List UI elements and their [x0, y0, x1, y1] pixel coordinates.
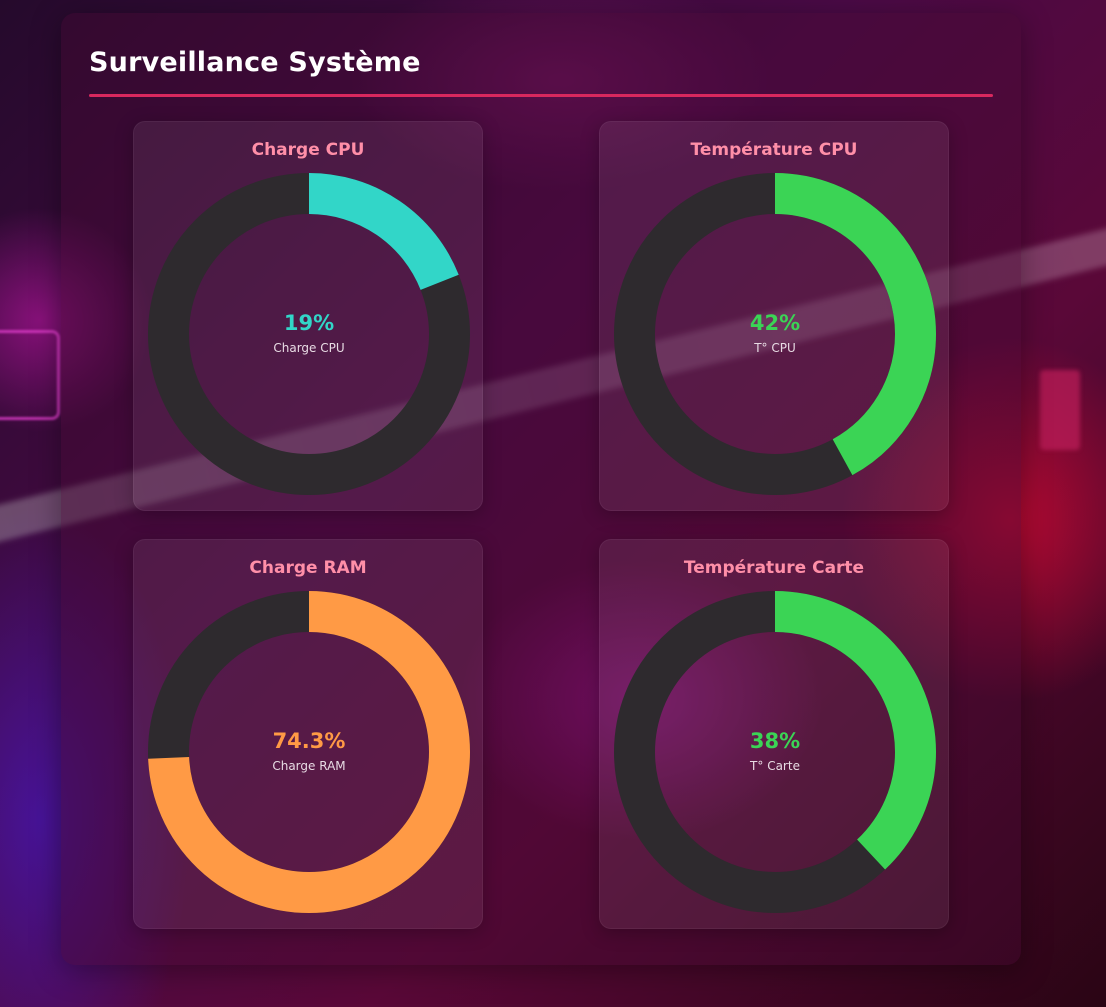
gauge-card-title: Température Carte	[683, 558, 865, 578]
title-underline	[89, 94, 993, 97]
gauge-value: 19%	[283, 311, 335, 335]
gauge-card-title: Température CPU	[690, 140, 858, 160]
gauge-card-cpu-temperature: Température CPU 42% T° CPU	[599, 121, 949, 511]
gauge-card-board-temperature: Température Carte 38% T° Carte	[599, 539, 949, 929]
monitor-panel: Surveillance Système Charge CPU 19% Char…	[61, 13, 1021, 965]
gauge-card-title: Charge RAM	[249, 558, 367, 578]
gauge-card-cpu-load: Charge CPU 19% Charge CPU	[133, 121, 483, 511]
gauge-label: T° CPU	[754, 341, 796, 355]
gauge-arc	[614, 591, 936, 913]
gauge-cpu-load: 19% Charge CPU	[148, 173, 470, 495]
gauge-card-ram-load: Charge RAM 74.3% Charge RAM	[133, 539, 483, 929]
gauge-arc	[148, 591, 470, 913]
gauge-value: 38%	[749, 729, 801, 753]
gauge-ram-load: 74.3% Charge RAM	[148, 591, 470, 913]
gauge-board-temperature: 38% T° Carte	[614, 591, 936, 913]
page-title: Surveillance Système	[89, 47, 421, 78]
gauge-value: 42%	[749, 311, 801, 335]
gauge-label: T° Carte	[750, 759, 800, 773]
background-keyboard-key	[0, 330, 60, 420]
gauge-label: Charge CPU	[273, 341, 345, 355]
gauge-card-title: Charge CPU	[251, 140, 365, 160]
gauge-value: 74.3%	[272, 729, 346, 753]
background-keyboard-key-right	[1040, 370, 1080, 450]
gauge-arc	[148, 173, 470, 495]
gauge-label: Charge RAM	[272, 759, 346, 773]
gauge-arc	[614, 173, 936, 495]
gauge-cpu-temperature: 42% T° CPU	[614, 173, 936, 495]
